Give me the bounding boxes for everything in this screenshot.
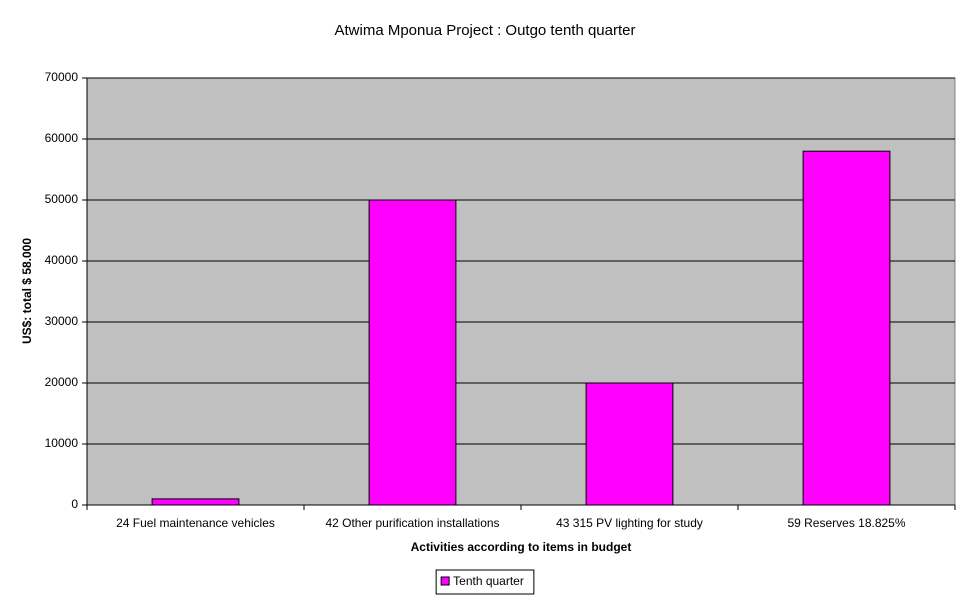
x-tick-label: 24 Fuel maintenance vehicles (116, 516, 275, 530)
y-tick-label: 40000 (45, 253, 79, 267)
bar (151, 498, 240, 506)
legend-swatch (440, 576, 450, 586)
y-tick-label: 30000 (45, 314, 79, 328)
x-tick-label: 43 315 PV lighting for study (556, 516, 703, 530)
x-tick-label: 59 Reserves 18.825% (787, 516, 905, 530)
x-tick-label: 42 Other purification installations (325, 516, 499, 530)
y-tick-label: 20000 (45, 375, 79, 389)
y-axis-title: US$: total $ 58.000 (20, 238, 34, 344)
chart-title: Atwima Mponua Project : Outgo tenth quar… (335, 22, 636, 39)
legend-label: Tenth quarter (453, 574, 524, 588)
y-tick-label: 70000 (45, 70, 79, 84)
x-axis-title: Activities according to items in budget (411, 540, 632, 554)
y-tick-label: 0 (71, 497, 78, 511)
bar (585, 382, 674, 506)
y-tick-label: 10000 (45, 436, 79, 450)
y-tick-label: 60000 (45, 131, 79, 145)
bar (368, 199, 457, 506)
bar (802, 150, 891, 506)
legend-box (435, 569, 535, 595)
legend: Tenth quarter (435, 569, 535, 595)
y-tick-label: 50000 (45, 192, 79, 206)
